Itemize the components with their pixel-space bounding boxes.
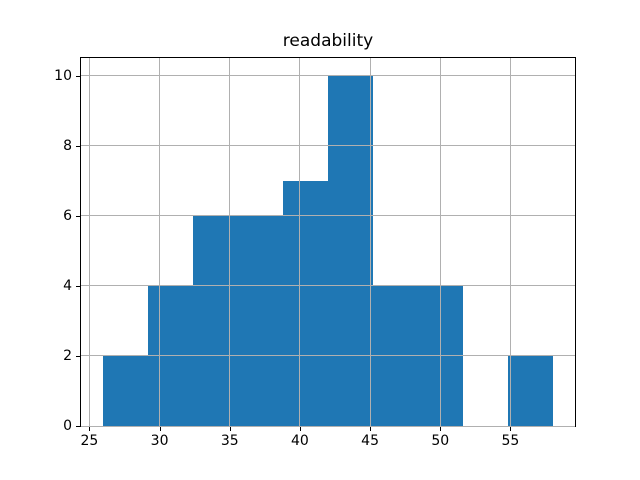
- y-tick-mark: [76, 285, 80, 287]
- gridline-x: [159, 58, 161, 426]
- y-tick-mark: [76, 355, 80, 357]
- histogram-bar: [283, 180, 328, 426]
- gridline-x: [439, 58, 441, 426]
- gridline-y: [81, 215, 575, 217]
- y-tick-label: 8: [63, 137, 72, 154]
- y-tick-mark: [76, 426, 80, 427]
- y-tick-label: 0: [63, 418, 72, 434]
- gridline-x: [299, 58, 301, 426]
- gridline-x: [509, 58, 511, 426]
- y-tick-label: 6: [63, 207, 72, 224]
- x-tick-label: 25: [80, 433, 99, 449]
- x-tick-mark: [370, 427, 372, 431]
- chart-title: readability: [282, 31, 374, 51]
- gridline-x: [369, 58, 371, 426]
- plot-area: [80, 57, 576, 427]
- x-tick-label: 40: [291, 433, 309, 449]
- x-tick-label: 50: [431, 433, 450, 449]
- histogram-bar: [103, 355, 149, 426]
- y-tick-label: 4: [63, 277, 72, 294]
- gridline-y: [81, 425, 575, 427]
- y-tick-mark: [76, 215, 80, 217]
- x-tick-label: 30: [150, 433, 169, 449]
- histogram-bar: [238, 215, 284, 426]
- y-tick-mark: [76, 75, 80, 77]
- histogram-bar: [193, 215, 239, 426]
- x-tick-mark: [299, 427, 301, 431]
- gridline-y: [81, 145, 575, 147]
- y-tick-mark: [76, 145, 80, 147]
- gridline-y: [81, 75, 575, 77]
- gridline-y: [81, 285, 575, 287]
- y-tick-label: 10: [54, 67, 72, 84]
- x-tick-mark: [159, 427, 161, 431]
- gridline-x: [229, 58, 231, 426]
- gridline-y: [81, 355, 575, 357]
- histogram-bar: [328, 75, 373, 426]
- histogram-bar: [507, 355, 553, 426]
- x-tick-mark: [440, 427, 442, 431]
- x-tick-label: 35: [220, 433, 239, 449]
- x-tick-mark: [229, 427, 231, 431]
- x-tick-mark: [510, 427, 512, 431]
- x-tick-label: 55: [501, 433, 520, 449]
- y-tick-label: 2: [63, 347, 72, 364]
- gridline-x: [88, 58, 90, 426]
- x-tick-label: 45: [361, 433, 380, 449]
- x-tick-mark: [89, 427, 91, 431]
